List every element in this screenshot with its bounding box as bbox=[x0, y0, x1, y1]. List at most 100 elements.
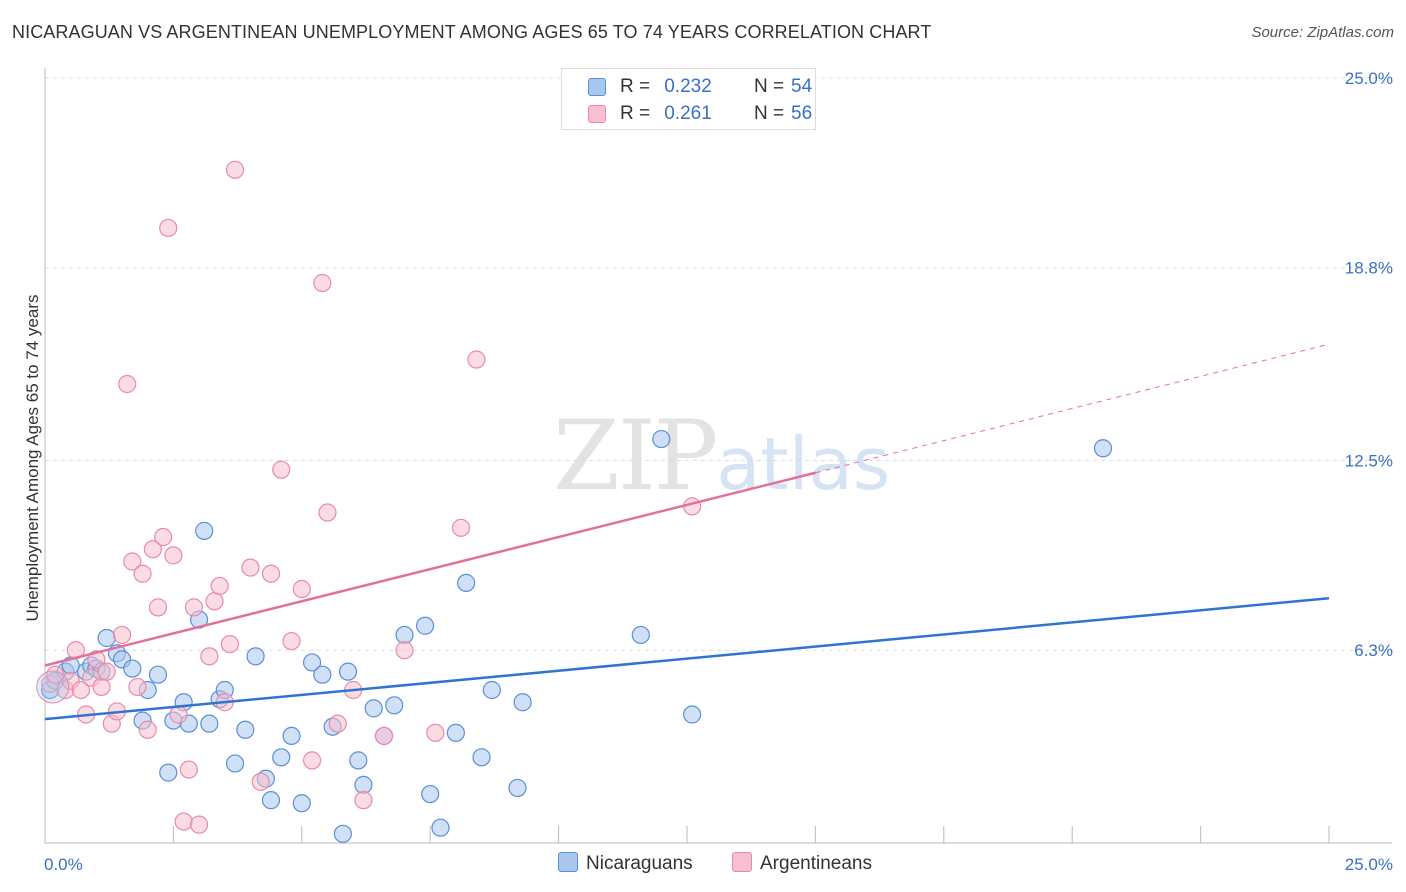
nicaraguan-point bbox=[482, 680, 501, 700]
n-label: N = bbox=[754, 76, 785, 97]
nicaraguan-point bbox=[292, 794, 311, 813]
argentinean-point bbox=[179, 760, 198, 779]
x-tick-label: 25.0% bbox=[1345, 855, 1393, 874]
y-axis-label: Unemployment Among Ages 65 to 74 years bbox=[23, 294, 42, 622]
nicaraguan-point bbox=[313, 665, 332, 684]
argentinean-point bbox=[46, 665, 65, 684]
nicaraguan-point bbox=[431, 818, 450, 837]
r-label: R = bbox=[620, 76, 651, 97]
nicaraguan-point bbox=[652, 429, 671, 449]
argentinean-point bbox=[174, 812, 193, 831]
argentinean-point bbox=[683, 497, 702, 516]
argentinean-point bbox=[118, 374, 137, 394]
nicaraguan-point bbox=[97, 628, 116, 648]
y-tick-label: 12.5% bbox=[1345, 452, 1393, 471]
argentinean-point bbox=[128, 677, 147, 697]
argentinean-point bbox=[154, 527, 173, 547]
watermark-atlas: atlas bbox=[716, 422, 891, 506]
argentinean-point bbox=[71, 680, 91, 700]
nicaraguan-point bbox=[457, 573, 476, 593]
nicaraguan-point bbox=[333, 824, 352, 843]
argentinean-point bbox=[426, 723, 445, 742]
correlation-legend: R = 0.232 N = 54 R = 0.261 N = 56 bbox=[561, 68, 816, 130]
chart-title: NICARAGUAN VS ARGENTINEAN UNEMPLOYMENT A… bbox=[12, 22, 932, 42]
argentinean-point bbox=[328, 714, 347, 733]
nicaraguan-point bbox=[472, 748, 491, 767]
r-value: 0.232 bbox=[664, 76, 712, 97]
argentinean-point bbox=[123, 552, 142, 571]
nicaraguan-point bbox=[683, 705, 702, 724]
nicaraguan-point bbox=[385, 696, 404, 715]
argentinean-point bbox=[313, 273, 332, 293]
argentinean-point bbox=[282, 631, 301, 651]
nicaraguan-point bbox=[421, 784, 440, 804]
r-label: R = bbox=[620, 103, 651, 124]
legend-swatch-blue bbox=[558, 852, 578, 872]
argentinean-point bbox=[302, 751, 322, 770]
cluster-point bbox=[36, 670, 70, 704]
legend-item-argentineans: Argentineans bbox=[732, 852, 872, 875]
nicaraguan-point bbox=[631, 625, 650, 645]
legend-label-argentineans: Argentineans bbox=[760, 853, 872, 874]
nicaraguan-point bbox=[338, 662, 358, 681]
n-label: N = bbox=[754, 103, 785, 124]
nicaraguan-point bbox=[354, 775, 373, 794]
argentinean-point bbox=[92, 677, 111, 697]
argentinean-point bbox=[318, 503, 337, 522]
argentinean-point bbox=[164, 546, 183, 565]
nicaraguan-point bbox=[508, 778, 527, 798]
argentinean-trend-line bbox=[44, 471, 816, 667]
argentinean-point bbox=[241, 558, 260, 577]
argentinean-point bbox=[251, 772, 270, 791]
nicaraguan-point bbox=[395, 625, 414, 645]
argentinean-point bbox=[225, 160, 245, 179]
argentinean-point bbox=[292, 579, 311, 599]
argentinean-point bbox=[205, 592, 224, 611]
argentinean-point bbox=[374, 726, 394, 746]
argentinean-point bbox=[220, 634, 239, 654]
nicaraguan-point bbox=[261, 791, 281, 810]
argentinean-point bbox=[184, 598, 204, 617]
legend-swatch-pink bbox=[732, 852, 752, 872]
argentinean-point bbox=[97, 662, 116, 681]
nicaraguan-point bbox=[1093, 439, 1113, 458]
legend-item-nicaraguans: Nicaraguans bbox=[558, 852, 693, 875]
series-legend: Nicaraguans Argentineans bbox=[0, 852, 1406, 876]
nicaraguan-point bbox=[123, 659, 142, 678]
n-value: 54 bbox=[791, 76, 813, 97]
argentinean-trend-extension bbox=[815, 343, 1330, 474]
argentinean-point bbox=[112, 625, 132, 645]
argentinean-point bbox=[159, 218, 178, 238]
argentinean-point bbox=[143, 540, 162, 559]
nicaraguan-point bbox=[148, 665, 168, 684]
argentinean-point bbox=[87, 650, 106, 669]
nicaraguan-point bbox=[349, 751, 368, 770]
argentinean-point bbox=[189, 815, 209, 834]
argentinean-point bbox=[261, 564, 281, 583]
nicaraguan-point bbox=[246, 647, 265, 666]
n-value: 56 bbox=[791, 103, 813, 124]
x-tick-label: 0.0% bbox=[44, 855, 83, 874]
nicaraguan-point bbox=[446, 723, 465, 742]
nicaraguan-point bbox=[225, 754, 245, 773]
argentinean-point bbox=[169, 705, 188, 724]
legend-swatch-pink bbox=[588, 105, 606, 123]
argentinean-point bbox=[467, 350, 486, 369]
argentinean-point bbox=[354, 791, 373, 810]
legend-swatch-blue bbox=[588, 78, 606, 96]
nicaraguan-point bbox=[282, 726, 301, 746]
y-tick-label: 6.3% bbox=[1354, 641, 1393, 660]
source-label: Source: ZipAtlas.com bbox=[1251, 24, 1394, 41]
nicaraguan-point bbox=[159, 763, 178, 782]
argentinean-point bbox=[138, 720, 157, 739]
nicaraguan-point bbox=[302, 653, 322, 672]
nicaraguan-point bbox=[236, 720, 255, 739]
argentinean-point bbox=[395, 641, 414, 660]
argentinean-point bbox=[133, 564, 152, 583]
argentinean-point bbox=[451, 518, 471, 537]
nicaraguan-point bbox=[195, 521, 214, 540]
argentinean-point bbox=[272, 460, 291, 479]
argentinean-point bbox=[210, 576, 229, 596]
nicaraguan-point bbox=[513, 693, 532, 712]
